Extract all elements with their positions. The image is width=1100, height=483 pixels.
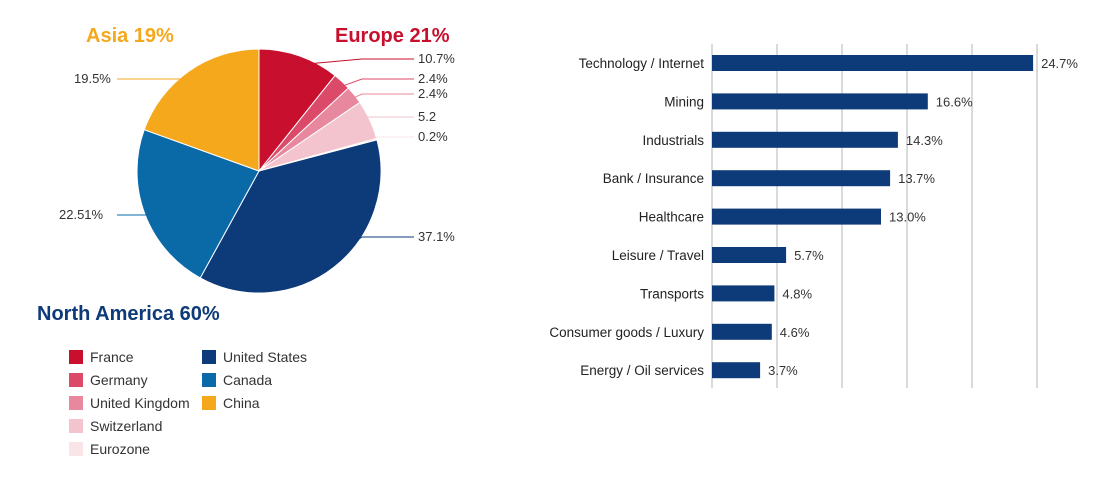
pie-leader-eurozone bbox=[367, 136, 414, 143]
legend-swatch-germany bbox=[69, 373, 83, 387]
bar-category-label-consumer-goods-luxury: Consumer goods / Luxury bbox=[549, 325, 704, 340]
legend-swatch-canada bbox=[202, 373, 216, 387]
bar-industrials bbox=[712, 131, 898, 148]
pie-value-label-germany: 2.4% bbox=[418, 71, 448, 86]
bar-category-label-leisure-travel: Leisure / Travel bbox=[612, 248, 704, 263]
bar-value-label-consumer-goods-luxury: 4.6% bbox=[780, 325, 810, 340]
legend-swatch-china bbox=[202, 396, 216, 410]
pie-value-label-eurozone: 0.2% bbox=[418, 129, 448, 144]
bar-value-label-leisure-travel: 5.7% bbox=[794, 248, 824, 263]
pie-value-label-switzerland: 5.2 bbox=[418, 109, 436, 124]
bar-leisure-travel bbox=[712, 247, 787, 263]
bar-value-label-mining: 16.6% bbox=[936, 94, 973, 109]
legend-swatch-switzerland bbox=[69, 419, 83, 433]
pie-region-labels: Asia 19% Europe 21% North America 60% bbox=[37, 25, 450, 325]
bar-energy-oil-services bbox=[712, 362, 761, 379]
pie-leader-united-states bbox=[327, 236, 414, 260]
legend-label-united-states: United States bbox=[223, 349, 307, 365]
bar-bank-insurance bbox=[712, 170, 891, 187]
bar-consumer-goods-luxury bbox=[712, 323, 772, 340]
legend-label-china: China bbox=[223, 395, 260, 411]
pie-value-label-canada: 22.51% bbox=[59, 207, 104, 222]
bar-value-label-transports: 4.8% bbox=[782, 286, 812, 301]
bar-mining bbox=[712, 93, 928, 110]
pie-value-label-united-states: 37.1% bbox=[418, 229, 455, 244]
bar-category-label-mining: Mining bbox=[664, 94, 704, 109]
legend-label-switzerland: Switzerland bbox=[90, 418, 162, 434]
pie-leader-france bbox=[295, 58, 414, 66]
pie-leader-united-kingdom bbox=[346, 93, 414, 102]
bar-category-label-technology-internet: Technology / Internet bbox=[579, 56, 705, 71]
legend-label-france: France bbox=[90, 349, 134, 365]
legend-label-eurozone: Eurozone bbox=[90, 441, 150, 457]
legend-label-canada: Canada bbox=[223, 372, 272, 388]
bar-chart: Technology / Internet 24.7% Mining 16.6% Ind… bbox=[549, 44, 1078, 388]
pie-value-labels: 10.7% 2.4%2.4% 5.2 0.2% 37.1% 22.51% 19.5% bbox=[59, 51, 455, 260]
legend-swatch-france bbox=[69, 350, 83, 364]
bar-transports bbox=[712, 285, 775, 302]
bar-technology-internet bbox=[712, 55, 1034, 71]
pie-slice-canada bbox=[136, 129, 260, 279]
region-label-europe: Europe 21% bbox=[335, 25, 450, 47]
legend-swatch-eurozone bbox=[69, 442, 83, 456]
pie-value-label-france: 10.7% bbox=[418, 51, 455, 66]
pie-legend: France Germany United Kingdom Switzerland Eu… bbox=[69, 349, 307, 457]
legend-swatch-united-kingdom bbox=[69, 396, 83, 410]
region-label-north-america: North America 60% bbox=[37, 303, 220, 325]
pie-slice-france bbox=[258, 48, 336, 173]
bar-value-label-bank-insurance: 13.7% bbox=[898, 171, 935, 186]
pie-leader-switzerland bbox=[360, 116, 414, 124]
bar-value-label-technology-internet: 24.7% bbox=[1041, 56, 1078, 71]
legend-label-germany: Germany bbox=[90, 372, 148, 388]
pie-value-label-china: 19.5% bbox=[74, 71, 111, 86]
legend-label-united-kingdom: United Kingdom bbox=[90, 395, 190, 411]
bar-category-label-transports: Transports bbox=[640, 286, 704, 301]
bar-value-label-healthcare: 13.0% bbox=[889, 210, 926, 225]
bar-healthcare bbox=[712, 208, 881, 225]
bar-value-label-energy-oil-services: 3.7% bbox=[768, 363, 798, 378]
bar-value-label-industrials: 14.3% bbox=[906, 133, 943, 148]
bar-category-label-industrials: Industrials bbox=[642, 133, 704, 148]
bar-category-label-energy-oil-services: Energy / Oil services bbox=[580, 363, 704, 378]
pie-leader-germany bbox=[335, 78, 414, 90]
bar-category-label-bank-insurance: Bank / Insurance bbox=[603, 171, 704, 186]
pie-value-label-united-kingdom: 2.4% bbox=[418, 86, 448, 101]
legend-swatch-united-states bbox=[202, 350, 216, 364]
region-label-asia: Asia 19% bbox=[86, 25, 174, 47]
bar-category-label-healthcare: Healthcare bbox=[639, 210, 704, 225]
pie-slice-china bbox=[143, 48, 260, 172]
